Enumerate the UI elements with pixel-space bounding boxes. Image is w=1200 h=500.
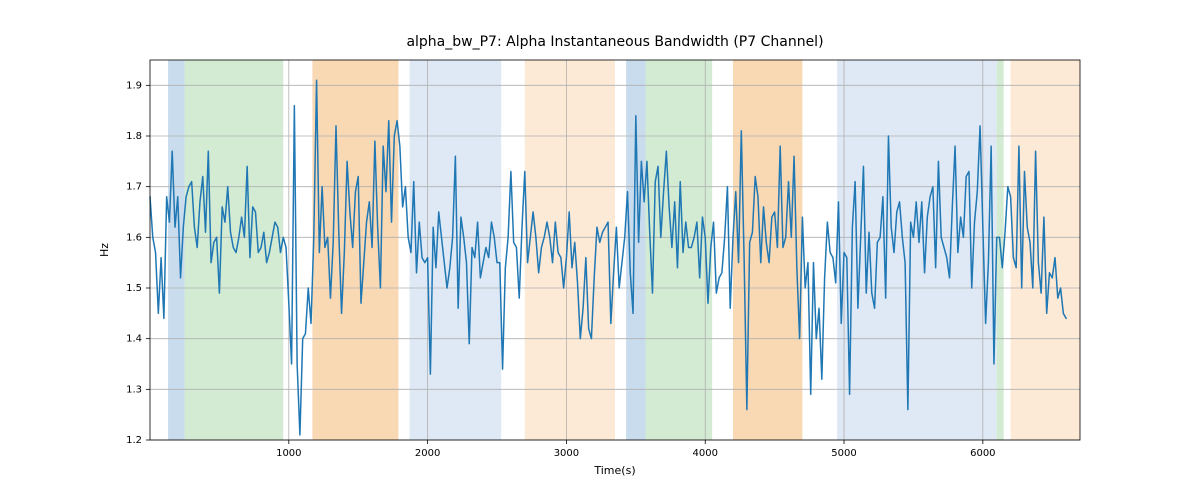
y-tick-label: 1.5: [126, 283, 142, 294]
shaded-region: [646, 60, 713, 440]
x-tick-label: 1000: [276, 448, 301, 459]
chart-title: alpha_bw_P7: Alpha Instantaneous Bandwid…: [406, 34, 823, 50]
x-tick-label: 3000: [554, 448, 579, 459]
x-axis-label: Time(s): [593, 464, 635, 477]
y-tick-label: 1.9: [126, 80, 142, 91]
shaded-region: [312, 60, 398, 440]
y-tick-label: 1.7: [126, 182, 142, 193]
shaded-region: [525, 60, 615, 440]
y-tick-label: 1.8: [126, 131, 142, 142]
x-tick-label: 6000: [970, 448, 995, 459]
line-chart: 1000 2000 3000 4000 5000 6000 1.2 1.3 1.4 1.5 1.6…: [0, 0, 1200, 500]
x-tick-label: 5000: [831, 448, 856, 459]
y-tick-label: 1.6: [126, 232, 142, 243]
x-tick-label: 2000: [415, 448, 440, 459]
shaded-region: [410, 60, 502, 440]
y-axis-label: Hz: [98, 243, 111, 257]
y-tick-label: 1.2: [126, 435, 142, 446]
x-tick-label: 4000: [692, 448, 717, 459]
y-tick-label: 1.4: [126, 334, 142, 345]
y-tick-label: 1.3: [126, 384, 142, 395]
